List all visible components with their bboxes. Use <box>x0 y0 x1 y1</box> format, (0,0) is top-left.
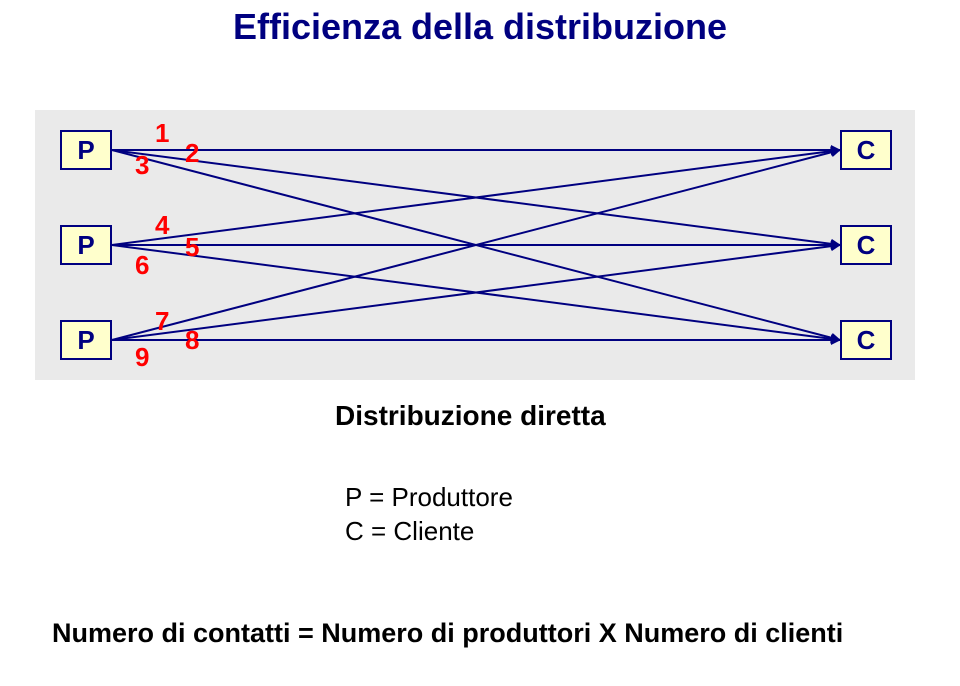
edge-number-7: 7 <box>155 306 169 337</box>
client-node-1: C <box>840 130 892 170</box>
edge-number-9: 9 <box>135 342 149 373</box>
legend-line-p: P = Produttore <box>345 482 513 513</box>
edge-number-4: 4 <box>155 210 169 241</box>
edge-number-6: 6 <box>135 250 149 281</box>
producer-node-2: P <box>60 225 112 265</box>
producer-node-1: P <box>60 130 112 170</box>
edge-number-8: 8 <box>185 325 199 356</box>
edge-number-3: 3 <box>135 150 149 181</box>
legend-line-c: C = Cliente <box>345 516 474 547</box>
formula-text: Numero di contatti = Numero di produttor… <box>52 618 843 649</box>
edge-number-5: 5 <box>185 232 199 263</box>
edge-number-2: 2 <box>185 138 199 169</box>
diagram-caption: Distribuzione diretta <box>335 400 606 432</box>
client-node-3: C <box>840 320 892 360</box>
client-node-2: C <box>840 225 892 265</box>
edge-number-1: 1 <box>155 118 169 149</box>
producer-node-3: P <box>60 320 112 360</box>
